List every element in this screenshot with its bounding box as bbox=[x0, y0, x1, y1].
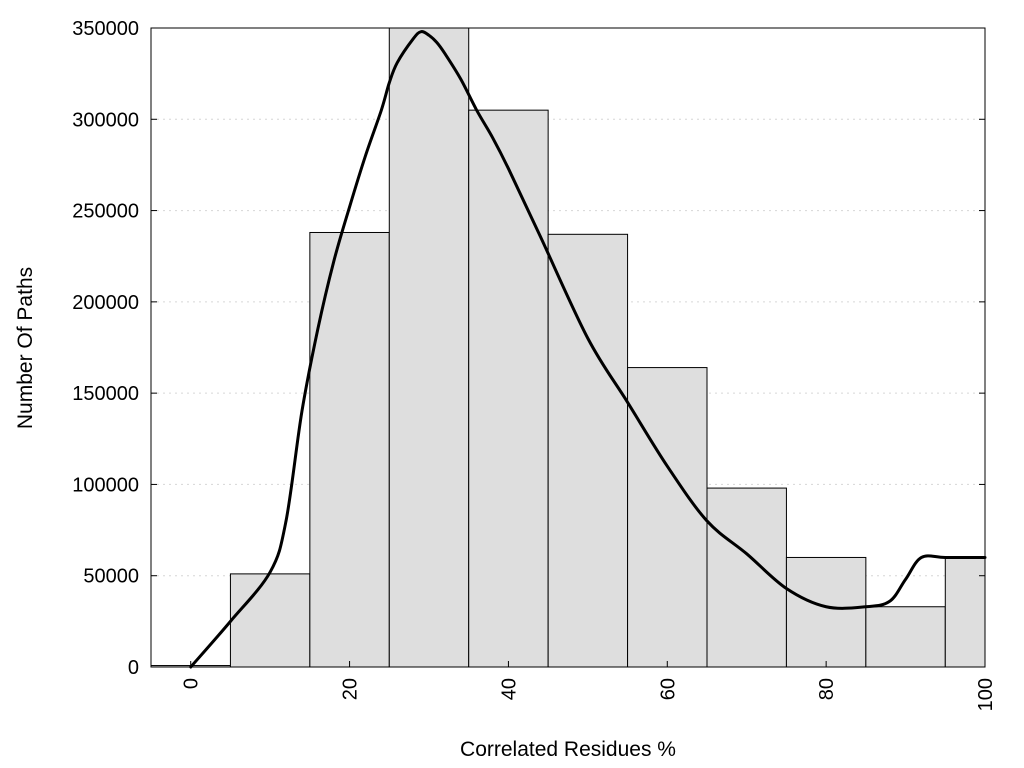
y-tick-label: 200000 bbox=[72, 292, 139, 314]
x-tick-label: 80 bbox=[816, 678, 838, 700]
density-curve-layer bbox=[189, 30, 987, 669]
x-tick-label: 40 bbox=[498, 678, 520, 700]
y-tick-label: 150000 bbox=[72, 383, 139, 405]
x-tick-label: 20 bbox=[340, 678, 362, 700]
y-tick-label: 250000 bbox=[72, 201, 139, 223]
histogram-bar bbox=[229, 573, 311, 668]
x-tick-label: 60 bbox=[657, 678, 679, 700]
histogram-bar bbox=[388, 27, 470, 668]
axis-ticks bbox=[151, 27, 986, 668]
histogram-bar bbox=[547, 233, 629, 668]
x-tick-labels: 0 20 40 60 80 100 bbox=[181, 678, 997, 711]
bars bbox=[150, 27, 986, 668]
histogram-bar bbox=[785, 556, 867, 668]
x-tick-label: 0 bbox=[181, 678, 203, 689]
x-axis-title: Correlated Residues % bbox=[460, 738, 676, 761]
y-tick-label: 100000 bbox=[72, 474, 139, 496]
histogram-bar bbox=[865, 606, 946, 668]
density-curve bbox=[189, 30, 987, 669]
histogram-bar bbox=[309, 231, 390, 668]
y-tick-labels: 0 50000 100000 150000 200000 250000 300000 3500… bbox=[72, 18, 139, 679]
histogram-bar bbox=[468, 109, 549, 668]
x-tick-label: 100 bbox=[975, 678, 997, 711]
plot-frame bbox=[150, 27, 986, 668]
histogram-bar bbox=[944, 556, 986, 668]
y-tick-label: 300000 bbox=[72, 109, 139, 131]
y-tick-label: 350000 bbox=[72, 18, 139, 40]
y-tick-label: 0 bbox=[128, 657, 139, 679]
y-axis-title: Number Of Paths bbox=[14, 267, 37, 429]
y-tick-label: 50000 bbox=[83, 566, 139, 588]
histogram-bar bbox=[627, 367, 708, 668]
